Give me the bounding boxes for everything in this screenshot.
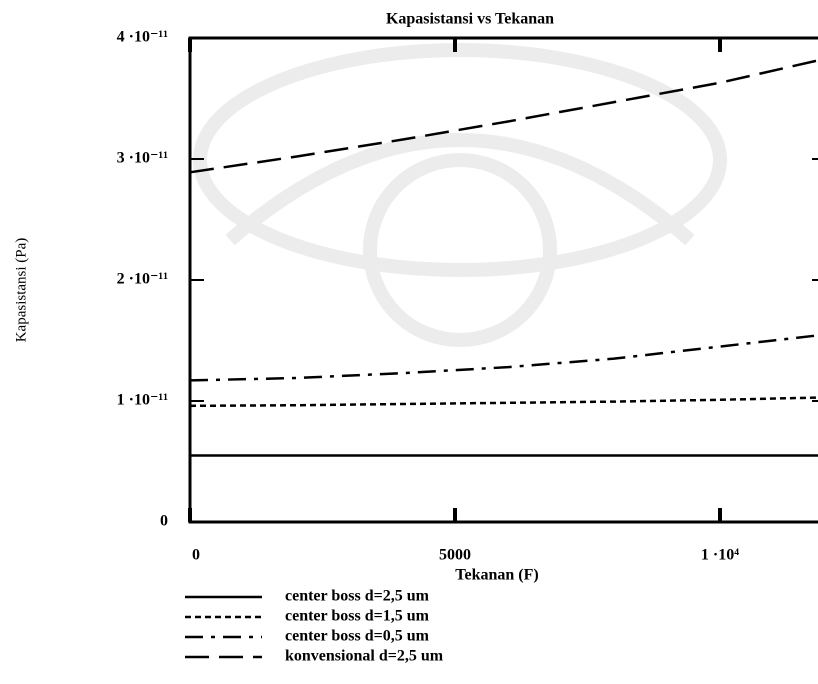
legend-label: center boss d=0,5 um xyxy=(285,628,430,645)
y-tick-label: 1 ·10⁻¹¹ xyxy=(117,392,169,409)
chart-title: Kapasistansi vs Tekanan xyxy=(386,11,554,28)
plot-frame xyxy=(188,36,818,524)
x-tick-label: 0 xyxy=(192,547,200,564)
series-line xyxy=(189,334,818,382)
x-tick-label: 1 ·10⁴ xyxy=(701,547,739,564)
y-tick-label: 4 ·10⁻¹¹ xyxy=(117,29,169,46)
y-tick-label: 2 ·10⁻¹¹ xyxy=(117,271,169,288)
series-line xyxy=(189,396,818,408)
series-line xyxy=(189,59,818,174)
legend-label: konvensional d=2,5 um xyxy=(285,648,444,665)
x-axis-label: Tekanan (F) xyxy=(455,567,538,584)
y-tick-label: 3 ·10⁻¹¹ xyxy=(117,150,169,167)
legend-label: center boss d=2,5 um xyxy=(285,588,430,605)
x-tick-label: 5000 xyxy=(439,547,471,564)
y-axis-label: Kapasistansi (Pa) xyxy=(13,238,29,343)
legend-label: center boss d=1,5 um xyxy=(285,608,430,625)
y-tick-label: 0 xyxy=(160,513,168,530)
watermark xyxy=(193,43,727,347)
